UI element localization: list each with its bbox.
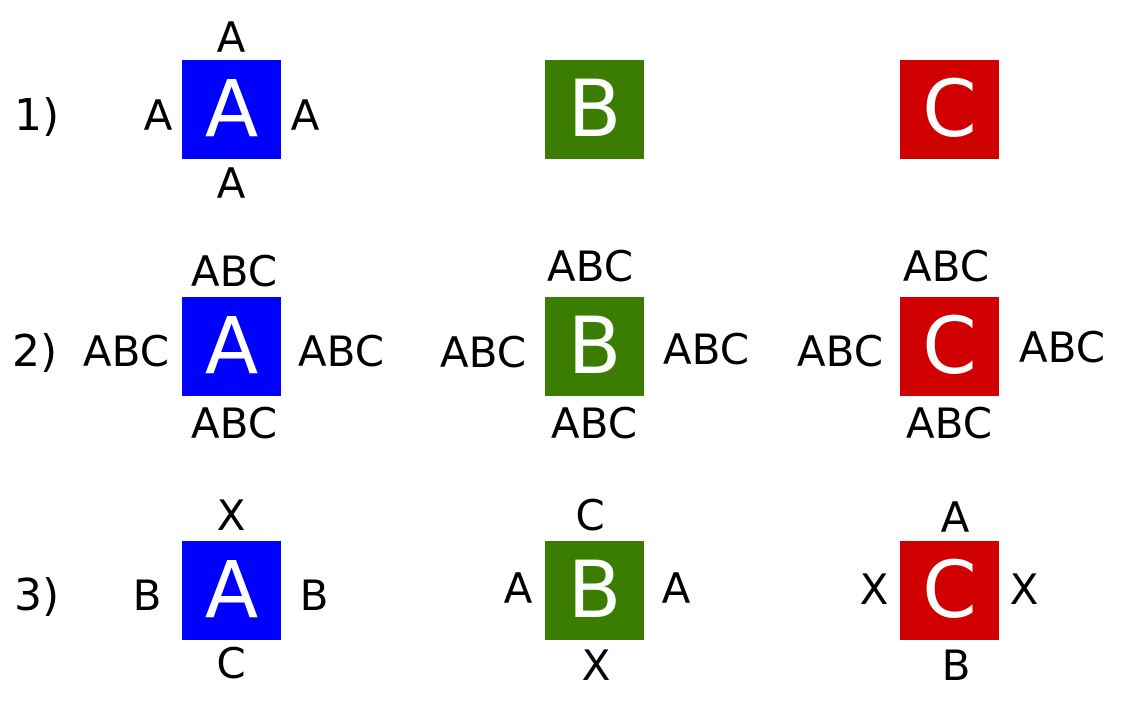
edge-label-bottom: X (581, 641, 611, 690)
tile-letter: C (922, 64, 977, 155)
tile-row3-b: B (545, 541, 644, 640)
edge-label-bottom: ABC (190, 399, 278, 448)
edge-label-top: ABC (190, 247, 278, 296)
edge-label-left: A (143, 91, 173, 140)
edge-label-top: ABC (546, 242, 634, 291)
tile-letter: B (567, 64, 622, 155)
edge-label-bottom: ABC (550, 399, 638, 448)
tile-row1-a: A (182, 60, 281, 159)
tile-row2-b: B (545, 297, 644, 396)
edge-label-left: ABC (796, 327, 884, 376)
row-label-3: 3) (14, 570, 60, 621)
edge-label-left: ABC (439, 328, 527, 377)
tile-letter: A (204, 545, 259, 636)
edge-label-right: A (661, 564, 691, 613)
edge-label-bottom: B (941, 641, 971, 690)
edge-label-right: ABC (297, 327, 385, 376)
tile-row3-a: A (182, 541, 281, 640)
edge-label-left: ABC (82, 327, 170, 376)
edge-label-right: B (299, 571, 329, 620)
tile-letter: A (204, 301, 259, 392)
tile-row1-b: B (545, 60, 644, 159)
edge-label-bottom: C (216, 639, 246, 688)
edge-label-left: B (132, 571, 162, 620)
edge-label-top: X (216, 491, 246, 540)
edge-label-right: ABC (1018, 323, 1106, 372)
tile-row2-c: C (900, 297, 999, 396)
tile-letter: C (922, 545, 977, 636)
edge-label-top: C (575, 491, 605, 540)
edge-label-right: A (290, 91, 320, 140)
edge-label-top: ABC (902, 242, 990, 291)
row-label-2: 2) (12, 326, 58, 377)
edge-label-left: A (503, 564, 533, 613)
edge-label-right: ABC (662, 325, 750, 374)
tile-letter: B (567, 545, 622, 636)
tile-letter: A (204, 64, 259, 155)
tile-row2-a: A (182, 297, 281, 396)
edge-label-left: X (859, 565, 889, 614)
edge-label-bottom: ABC (905, 399, 993, 448)
edge-label-top: A (216, 13, 246, 62)
tile-row1-c: C (900, 60, 999, 159)
tile-letter: C (922, 301, 977, 392)
tile-row3-c: C (900, 541, 999, 640)
edge-label-right: X (1009, 565, 1039, 614)
tile-letter: B (567, 301, 622, 392)
edge-label-bottom: A (216, 159, 246, 208)
row-label-1: 1) (14, 90, 60, 141)
edge-label-top: A (940, 493, 970, 542)
